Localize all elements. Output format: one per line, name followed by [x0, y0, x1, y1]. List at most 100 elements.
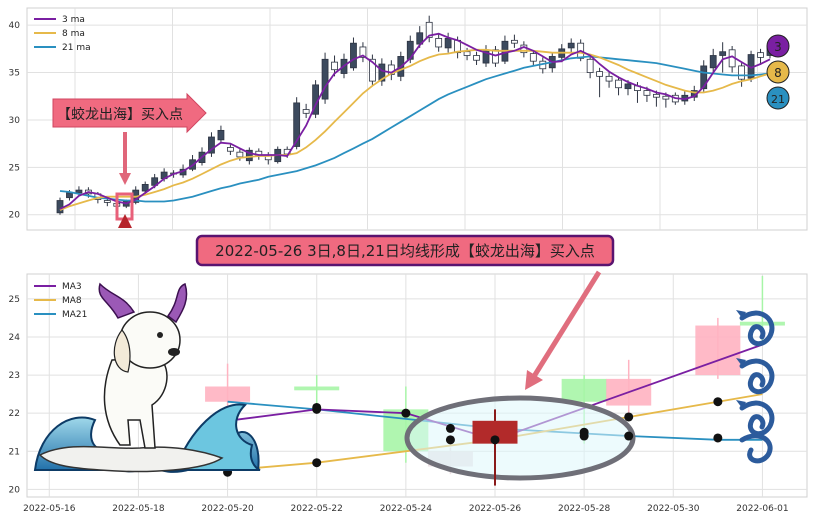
bottom-y-tick-label: 20 — [9, 485, 21, 495]
bottom-candle-body — [561, 378, 607, 402]
bottom-x-tick-label: 2022-05-28 — [558, 504, 611, 514]
top-candle-body — [435, 38, 443, 48]
bottom-marker-dot — [713, 397, 723, 407]
top-candle-body — [700, 65, 708, 90]
top-candle-body — [141, 183, 149, 192]
top-candle-body — [103, 200, 111, 203]
top-candle-body — [596, 71, 603, 77]
bottom-marker-dot — [490, 435, 500, 445]
dog-nose — [168, 348, 180, 356]
dog-body — [103, 357, 168, 449]
top-candle-body — [444, 38, 452, 49]
top-y-tick-label: 20 — [9, 211, 21, 221]
top-candle-body — [510, 39, 518, 44]
badge-3-label: 3 — [774, 40, 782, 54]
dragon-horn-right — [166, 283, 188, 324]
badge-8 — [766, 60, 790, 84]
bottom-y-tick-label: 25 — [9, 295, 20, 305]
bottom-x-tick-label: 2022-05-18 — [112, 504, 165, 514]
bottom-marker-dot — [624, 431, 634, 441]
crossover-highlight-ellipse — [404, 395, 636, 481]
top-candle-body — [75, 189, 83, 194]
top-candle-body — [643, 90, 651, 96]
bottom-candle-body — [294, 386, 340, 391]
dragon-icons — [736, 310, 775, 464]
top-candle-body — [302, 109, 310, 114]
bottom-candle-body — [472, 420, 518, 444]
top-line-ma21 — [59, 55, 771, 203]
bottom-x-tick-label: 2022-05-20 — [201, 504, 254, 514]
top-candle-body — [378, 63, 386, 82]
bottom-marker-dot — [312, 404, 322, 414]
pointer-arrow — [525, 270, 602, 390]
banner-box — [195, 234, 615, 267]
top-candle-body — [331, 61, 338, 71]
top-candle-body — [359, 46, 367, 58]
bottom-y-tick-label: 22 — [9, 409, 20, 419]
top-line-ma8 — [59, 48, 771, 211]
bottom-marker-dot — [624, 412, 634, 422]
bottom-marker-dot — [445, 435, 455, 445]
top-ma-lines — [59, 32, 771, 211]
top-candle-body — [66, 192, 73, 199]
top-candle-body — [56, 200, 64, 214]
bottom-x-tick-label: 2022-05-22 — [291, 504, 343, 514]
dragon-horn-left — [98, 282, 136, 319]
top-candle-body — [662, 95, 670, 100]
top-candle-body — [321, 58, 329, 100]
top-candle-body — [529, 53, 537, 62]
top-candle-body — [586, 58, 594, 73]
top-candle-body — [624, 83, 632, 90]
top-candles — [56, 15, 774, 215]
top-y-tick-label: 35 — [9, 69, 20, 79]
top-candle-body — [719, 51, 727, 56]
ma-badges: 3 8 21 — [766, 34, 790, 110]
bottom-x-tick-label: 2022-05-30 — [647, 504, 700, 514]
top-candle-body — [293, 102, 301, 147]
badge-21 — [766, 86, 790, 110]
top-candle-body — [217, 129, 225, 141]
top-candle-body — [473, 55, 480, 61]
banner-text: 2022-05-26 3日,8日,21日均线形成【蛟龙出海】买入点 — [215, 242, 595, 260]
top-y-tick-label: 25 — [9, 163, 20, 173]
top-candle-body — [208, 136, 215, 154]
bottom-legend: MA3 MA8 MA21 — [34, 282, 87, 320]
dragon-icon-4 — [739, 433, 773, 464]
dog-eye — [157, 332, 163, 338]
dragon-icon-2 — [736, 358, 775, 395]
surfing-dog-illustration — [33, 282, 261, 473]
top-candle-body — [615, 79, 622, 89]
top-arrow-annotation: 【蛟龙出海】买入点 — [52, 92, 207, 228]
bottom-y-ticks: 20 21 22 23 24 25 — [9, 295, 21, 496]
legend-MA3: MA3 — [62, 282, 82, 292]
top-y-tick-label: 30 — [9, 116, 21, 126]
bottom-candle-body — [695, 325, 741, 376]
bottom-x-tick-label: 2022-05-16 — [23, 504, 76, 514]
headline-banner: 2022-05-26 3日,8日,21日均线形成【蛟龙出海】买入点 — [195, 234, 615, 267]
legend-MA8: MA8 — [62, 296, 82, 306]
top-candle-body — [368, 58, 376, 82]
top-chart-panel: 20 25 30 35 40 3 ma 8 ma 21 ma 【蛟龙出海】买入点 3 8 — [9, 7, 808, 231]
top-candle-body — [350, 42, 357, 69]
legend-MA21: MA21 — [62, 310, 87, 320]
bottom-marker-dot — [579, 431, 589, 441]
dragon-icon-1 — [736, 310, 775, 347]
bottom-marker-dot — [312, 458, 322, 468]
top-candle-body — [245, 149, 253, 162]
bottom-x-ticks: 2022-05-16 2022-05-18 2022-05-20 2022-05-22… — [23, 504, 788, 514]
bottom-y-tick-label: 23 — [9, 371, 20, 381]
buy-triangle-marker — [118, 214, 132, 228]
badge-8-label: 8 — [774, 66, 782, 80]
top-candle-body — [757, 52, 764, 58]
down-pointer-head — [119, 173, 131, 185]
bottom-x-tick-label: 2022-05-24 — [380, 504, 433, 514]
top-candle-body — [653, 93, 660, 98]
bottom-candle-body — [205, 386, 251, 402]
bottom-marker-dot — [401, 408, 411, 418]
bottom-candles-highlighted — [472, 409, 518, 486]
bottom-y-tick-label: 21 — [9, 447, 20, 457]
legend-8ma: 8 ma — [62, 29, 85, 39]
legend-3ma: 3 ma — [62, 15, 85, 25]
